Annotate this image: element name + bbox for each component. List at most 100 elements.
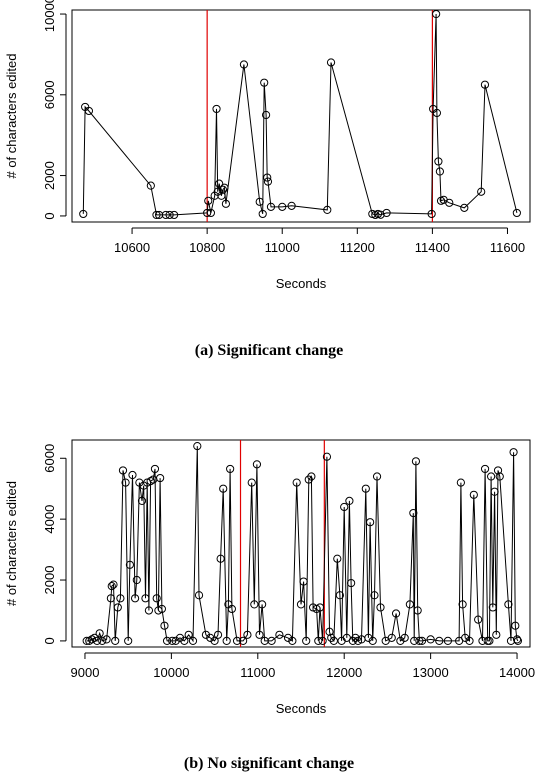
data-point — [221, 199, 231, 208]
data-point — [152, 594, 161, 603]
data-point — [95, 629, 104, 638]
y-tick-label: 10000 — [42, 0, 57, 32]
data-point — [263, 173, 272, 182]
data-point — [92, 636, 102, 646]
data-point — [512, 208, 521, 218]
data-point — [255, 197, 264, 206]
data-point — [162, 636, 172, 646]
data-point — [283, 633, 293, 642]
data-point — [239, 636, 248, 646]
data-point — [156, 473, 165, 483]
data-point — [287, 201, 296, 210]
data-point — [460, 203, 469, 212]
data-point — [492, 630, 501, 639]
data-point — [411, 457, 421, 466]
data-point — [413, 606, 422, 615]
data-point — [144, 606, 154, 615]
y-tick-label: 6000 — [42, 444, 57, 473]
data-point — [255, 630, 264, 639]
data-point — [250, 600, 259, 609]
data-point — [347, 578, 356, 588]
x-tick-label: 11000 — [240, 665, 275, 680]
data-point — [243, 630, 252, 639]
data-point — [487, 472, 496, 481]
plot-frame — [71, 9, 531, 223]
data-point — [445, 198, 454, 207]
data-point — [368, 636, 377, 646]
data-point — [79, 209, 88, 219]
data-point — [292, 478, 301, 487]
y-tick-label: 6000 — [42, 80, 57, 109]
data-point — [345, 496, 354, 505]
x-axis-label: Seconds — [276, 276, 327, 291]
data-point — [171, 636, 180, 646]
data-point — [217, 191, 226, 200]
data-point — [302, 636, 311, 646]
chart-a-caption: (a) Significant change — [194, 342, 344, 359]
data-point — [415, 636, 424, 646]
data-point — [480, 464, 490, 474]
data-point — [512, 635, 522, 644]
data-point — [218, 185, 228, 194]
data-point — [434, 157, 443, 166]
data-point — [458, 600, 467, 609]
data-point — [513, 636, 523, 646]
series-line — [82, 13, 518, 216]
y-axis-label: # of characters edited — [4, 53, 19, 178]
data-point — [427, 209, 436, 219]
data-point — [318, 636, 327, 646]
data-point — [168, 636, 177, 646]
data-point — [376, 210, 385, 219]
data-point — [106, 594, 115, 603]
data-point — [366, 518, 375, 527]
data-point — [194, 591, 204, 600]
data-point — [267, 636, 276, 646]
data-point — [98, 636, 107, 646]
data-point — [275, 630, 284, 639]
data-point — [135, 478, 144, 487]
data-point — [124, 636, 133, 646]
data-point — [474, 615, 483, 624]
x-tick-label: 10000 — [153, 665, 189, 680]
data-point — [504, 600, 513, 609]
data-point — [376, 603, 385, 612]
data-point — [215, 179, 224, 188]
y-axis-label: # of characters edited — [4, 481, 19, 606]
data-point — [152, 210, 161, 220]
data-point — [157, 604, 166, 614]
data-point — [490, 487, 499, 496]
data-point — [469, 490, 478, 499]
chart-b: 9000 10000 11000 12000 13000 14000 0 2000 4000 60… — [0, 420, 538, 740]
data-point — [323, 205, 332, 214]
data-point — [263, 177, 273, 186]
data-point — [325, 627, 334, 636]
data-point — [340, 502, 349, 512]
data-point — [180, 636, 189, 646]
data-point — [495, 472, 504, 481]
data-point — [227, 604, 236, 614]
data-point — [307, 472, 316, 481]
data-point — [193, 441, 202, 451]
data-point — [417, 636, 427, 646]
data-point — [315, 603, 325, 612]
chart-b-caption: (b) No significant change — [183, 755, 355, 772]
data-point — [260, 78, 269, 87]
data-point — [175, 633, 185, 642]
chart-a: 10600 10800 11000 11200 11400 11600 0 2000 6000 1… — [0, 0, 538, 340]
data-point — [102, 635, 111, 644]
data-point — [239, 60, 249, 69]
y-tick-label: 2000 — [42, 161, 57, 190]
data-point — [160, 621, 169, 630]
data-point — [107, 582, 116, 591]
data-point — [201, 630, 211, 639]
data-point — [333, 554, 342, 563]
data-point — [184, 630, 193, 639]
data-point — [435, 167, 445, 176]
data-point — [410, 636, 419, 646]
data-point — [361, 484, 370, 493]
data-point — [165, 210, 174, 220]
data-point — [213, 630, 223, 639]
y-tick-label: 2000 — [42, 566, 57, 595]
data-point — [252, 460, 262, 469]
data-point — [370, 591, 379, 600]
